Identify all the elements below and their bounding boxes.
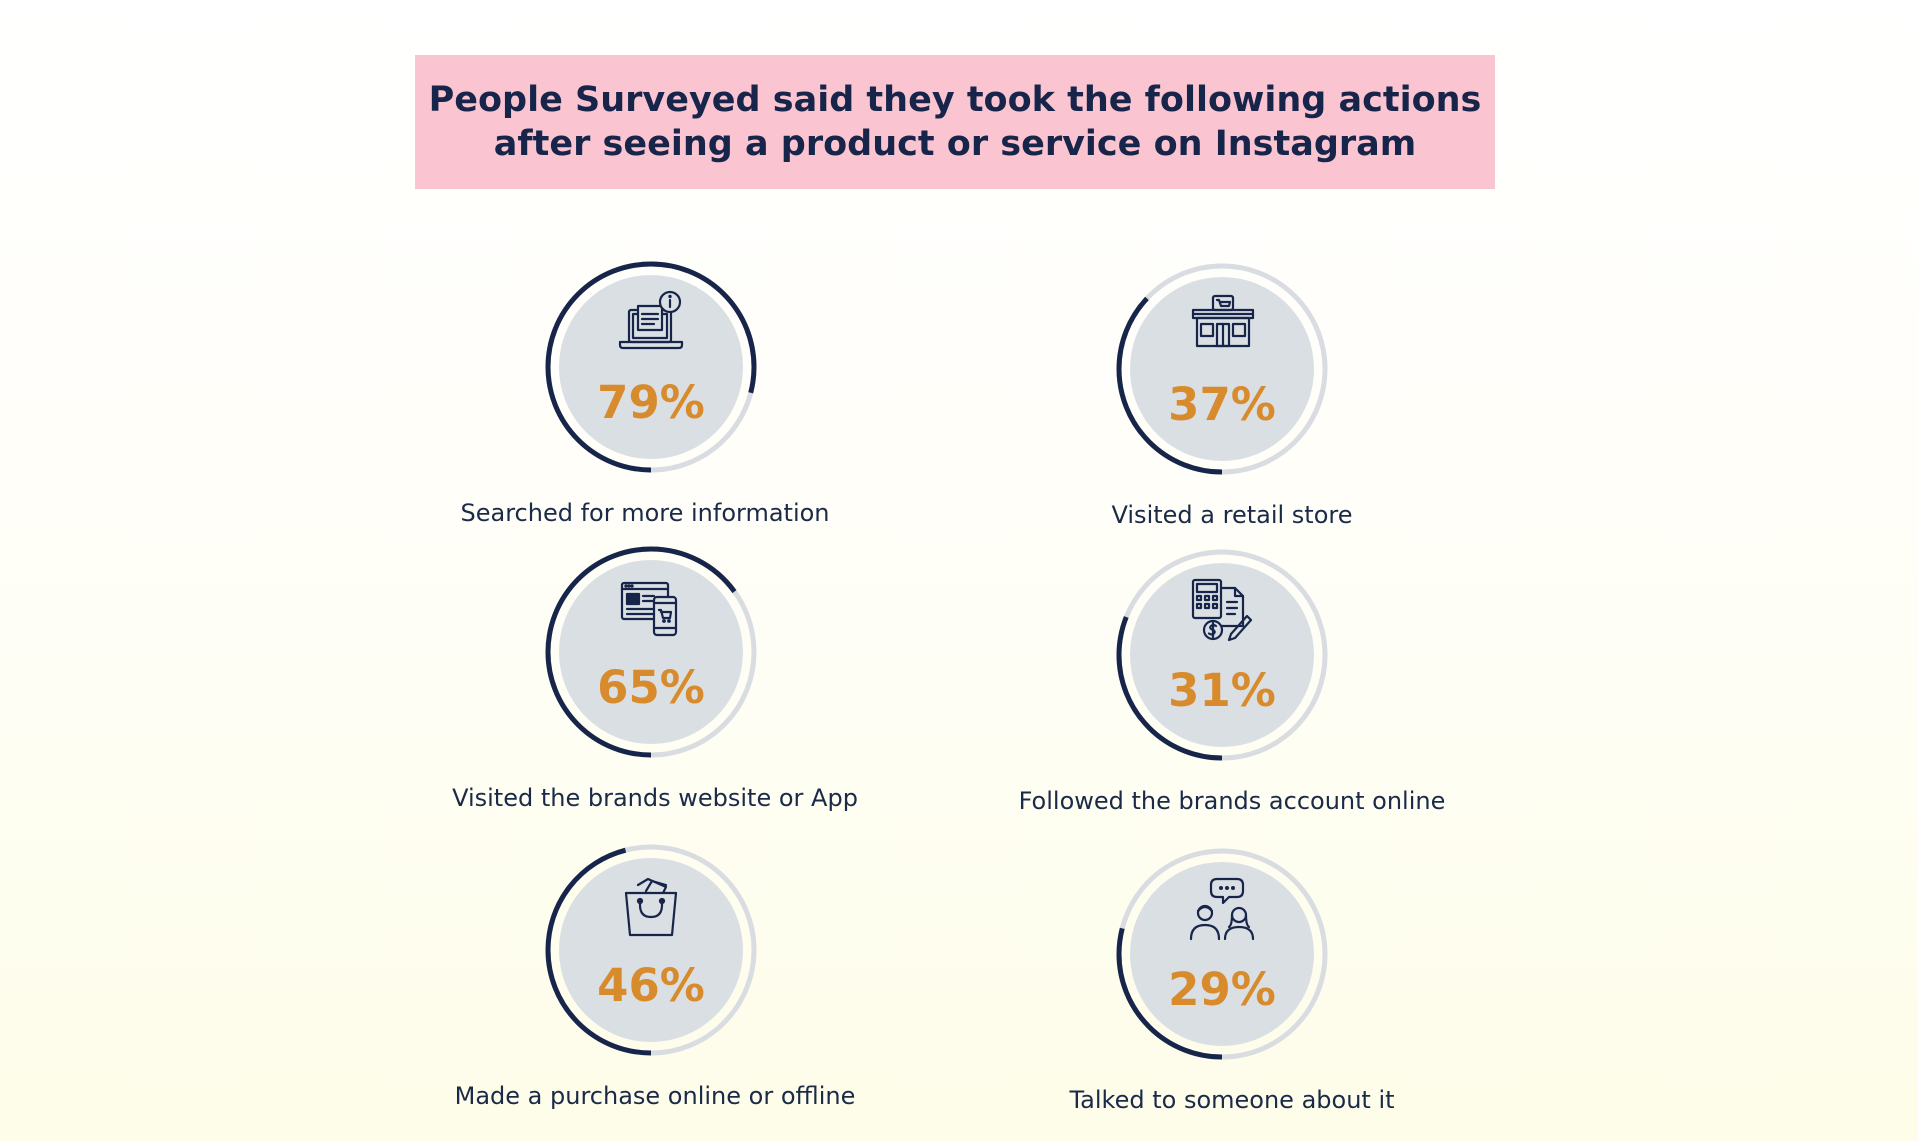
header-banner: People Surveyed said they took the follo… [415,55,1495,189]
ring-disc [559,275,743,459]
stat-followed-account: 31% Followed the brands account online [960,548,1480,828]
ring-arc [1116,549,1328,761]
stat-retail-store: 37% Visited a retail store [960,262,1480,542]
calculator-invoice-icon [1191,578,1253,642]
progress-ring: 79% [544,260,758,474]
ring-disc [1130,277,1314,461]
stat-label: Talked to someone about it [1069,1086,1395,1114]
website-app-icon [620,581,678,637]
laptop-info-icon [618,290,684,350]
ring-disc [1130,563,1314,747]
ring-disc [559,858,743,1042]
stat-website-app: 65% Visited the brands website or App [389,545,909,825]
ring-disc [559,560,743,744]
percent-value: 46% [597,959,705,1012]
ring-arc [1116,848,1328,1060]
stat-label: Made a purchase online or offline [454,1082,856,1110]
percent-value: 79% [597,376,705,429]
progress-ring: 37% [1115,262,1329,476]
stat-talked-someone: 29% Talked to someone about it [960,847,1480,1127]
chart-title-line-1: People Surveyed said they took the follo… [428,80,1482,120]
progress-ring: 31% [1115,548,1329,762]
stat-label: Searched for more information [460,499,830,527]
people-talking-icon [1189,877,1255,941]
percent-value: 37% [1168,378,1276,431]
percent-value: 31% [1168,664,1276,717]
ring-disc [1130,862,1314,1046]
stat-made-purchase: 46% Made a purchase online or offline [389,843,909,1123]
ring-arc [1116,263,1328,475]
shopping-bag-icon [624,877,678,937]
ring-arc [545,844,757,1056]
progress-ring: 65% [544,545,758,759]
stat-label: Visited the brands website or App [452,784,858,812]
ring-arc [545,546,757,758]
store-icon [1191,294,1255,348]
progress-ring: 29% [1115,847,1329,1061]
stat-searched-info: 79% Searched for more information [389,260,909,540]
stat-label: Followed the brands account online [1018,787,1446,815]
chart-title-line-2: after seeing a product or service on Ins… [493,124,1417,164]
percent-value: 29% [1168,963,1276,1016]
progress-ring: 46% [544,843,758,1057]
percent-value: 65% [597,661,705,714]
stat-label: Visited a retail store [1111,501,1353,529]
ring-arc [545,261,757,473]
